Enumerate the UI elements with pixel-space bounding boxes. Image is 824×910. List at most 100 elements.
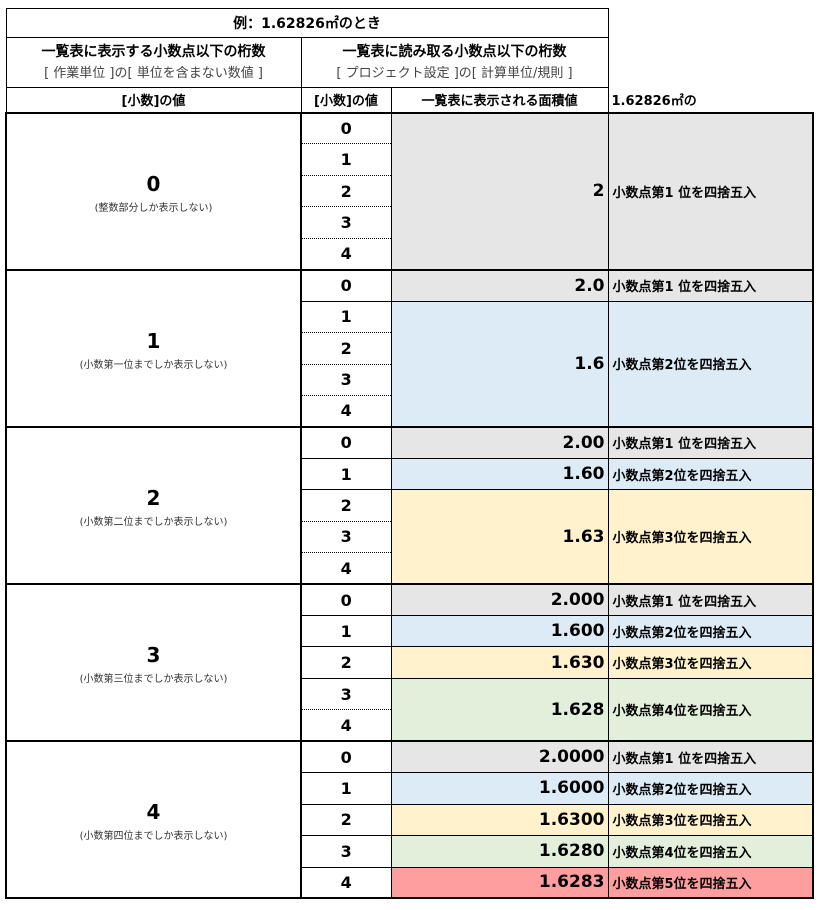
- area-value-cell: 1.628: [390, 677, 609, 742]
- display-digits-label: 一覧表に表示する小数点以下の桁数: [41, 43, 266, 60]
- rounding-table: 例：1.62826㎡のとき 一覧表に表示する小数点以下の桁数 [ 作業単位 ]の…: [5, 8, 814, 900]
- read-digits-value: 0: [300, 583, 392, 617]
- table-row: 1 1.60 小数点第2位を四捨五入: [6, 457, 814, 491]
- decimal-value-mid-header: [小数]の値: [300, 87, 392, 113]
- area-value-cell: 1.6283: [390, 866, 609, 900]
- read-digits-value: 2: [300, 646, 392, 679]
- read-digits-value: 4: [300, 709, 392, 743]
- table-row: 1 1.6 小数点第2位を四捨五入: [6, 300, 814, 428]
- table-row: 2: [6, 175, 813, 208]
- display-digits-header: 一覧表に表示する小数点以下の桁数 [ 作業単位 ]の[ 単位を含まない数値 ]: [5, 37, 302, 88]
- rounding-rule-cell: 小数点第1 位を四捨五入: [607, 268, 814, 302]
- read-digits-value: 3: [300, 835, 392, 868]
- display-digits-desc: (小数第一位までしか表示しない): [79, 359, 228, 371]
- read-digits-value: 1: [300, 458, 392, 491]
- read-digits-value: 2: [300, 175, 392, 208]
- rounding-rule-cell: 小数点第1 位を四捨五入: [607, 740, 814, 774]
- display-digits-cell: 0 (整数部分しか表示しない): [5, 111, 302, 271]
- read-digits-value: 4: [300, 552, 392, 586]
- rounding-rule-cell: 小数点第3位を四捨五入: [607, 646, 814, 679]
- display-digits-value: 4: [146, 800, 161, 825]
- read-digits-value: 1: [300, 772, 392, 805]
- display-digits-cell: 1 (小数第一位までしか表示しない): [5, 268, 302, 428]
- area-value-cell: 1.630: [390, 646, 609, 679]
- table-row: 2 1.630 小数点第3位を四捨五入: [6, 646, 814, 679]
- rounding-rule-cell: 小数点第1 位を四捨五入: [607, 583, 814, 617]
- rounding-rule-cell: 小数点第1 位を四捨五入: [607, 425, 814, 459]
- display-digits-desc: (整数部分しか表示しない): [94, 202, 213, 214]
- note-header: 1.62826㎡の: [611, 94, 697, 109]
- table-row: 4: [6, 709, 813, 743]
- read-digits-value: 4: [300, 238, 392, 271]
- display-digits-value: 0: [146, 171, 161, 196]
- area-value-cell: 1.600: [390, 614, 609, 648]
- table-row: 1: [6, 143, 813, 176]
- table-row: 2: [6, 332, 813, 365]
- area-value-cell: 1.6000: [390, 772, 609, 805]
- read-digits-value: 4: [300, 395, 392, 428]
- display-digits-cell: 4 (小数第四位までしか表示しない): [5, 740, 302, 900]
- display-digits-cell: 3 (小数第三位までしか表示しない): [5, 583, 302, 743]
- display-digits-desc: (小数第三位までしか表示しない): [79, 674, 228, 686]
- table-row: 3: [6, 206, 813, 239]
- area-value-cell: 1.6280: [390, 835, 609, 868]
- read-digits-value: 3: [300, 521, 392, 554]
- table-row: 4: [6, 395, 813, 428]
- area-value-cell: 1.6: [390, 300, 609, 428]
- rounding-rule-cell: 小数点第3位を四捨五入: [607, 803, 814, 837]
- rounding-rule-cell: 小数点第2位を四捨五入: [607, 300, 814, 428]
- display-digits-desc: (小数第二位までしか表示しない): [79, 516, 228, 528]
- read-digits-label: 一覧表に読み取る小数点以下の桁数: [342, 43, 567, 60]
- read-digits-value: 1: [300, 615, 392, 648]
- rounding-rule-cell: 小数点第1 位を四捨五入: [607, 111, 814, 271]
- area-value-cell: 1.6300: [390, 803, 609, 837]
- table-row: 3 1.628 小数点第4位を四捨五入: [6, 677, 814, 742]
- table-row: 4: [6, 552, 813, 586]
- table-row: 2 1.63 小数点第3位を四捨五入: [6, 489, 814, 585]
- area-value-cell: 2.0000: [390, 740, 609, 774]
- display-digits-value: 1: [146, 328, 161, 353]
- table-row: 4: [6, 238, 813, 271]
- read-digits-value: 1: [300, 143, 392, 176]
- table-row: 4 1.6283 小数点第5位を四捨五入: [6, 866, 814, 900]
- display-digits-source: [ 作業単位 ]の[ 単位を含まない数値 ]: [44, 65, 263, 81]
- area-value-header: 一覧表に表示される面積値: [390, 87, 609, 113]
- area-value-cell: 2.00: [390, 425, 609, 459]
- decimal-value-left-header: [小数]の値: [5, 87, 302, 113]
- subheader-row: [小数]の値 [小数]の値 一覧表に表示される面積値 1.62826㎡の: [5, 87, 813, 113]
- table-row: 2 (小数第二位までしか表示しない) 0 2.00 小数点第1 位を四捨五入: [5, 425, 814, 586]
- read-digits-value: 0: [300, 425, 392, 459]
- rounding-rule-cell: 小数点第2位を四捨五入: [607, 772, 814, 805]
- area-value-cell: 2: [390, 111, 609, 271]
- title-row: 例：1.62826㎡のとき: [5, 8, 813, 38]
- read-digits-header: 一覧表に読み取る小数点以下の桁数 [ プロジェクト設定 ]の[ 計算単位/規則 …: [300, 37, 609, 88]
- display-digits-value: 3: [146, 643, 161, 668]
- read-digits-value: 2: [300, 332, 392, 365]
- table-title: 例：1.62826㎡のとき: [5, 8, 609, 38]
- header-row: 一覧表に表示する小数点以下の桁数 [ 作業単位 ]の[ 単位を含まない数値 ] …: [5, 37, 813, 88]
- rounding-rule-cell: 小数点第5位を四捨五入: [607, 866, 814, 900]
- read-digits-value: 0: [300, 268, 392, 302]
- read-digits-value: 3: [300, 364, 392, 396]
- rounding-rule-cell: 小数点第2位を四捨五入: [607, 614, 814, 648]
- table-row: 1 (小数第一位までしか表示しない) 0 2.0 小数点第1 位を四捨五入: [5, 268, 814, 428]
- rounding-rule-cell: 小数点第4位を四捨五入: [607, 835, 814, 868]
- display-digits-cell: 2 (小数第二位までしか表示しない): [5, 425, 302, 586]
- read-digits-value: 3: [300, 206, 392, 239]
- table-row: 3 (小数第三位までしか表示しない) 0 2.000 小数点第1 位を四捨五入: [5, 583, 814, 743]
- area-value-cell: 2.000: [390, 583, 609, 617]
- display-digits-desc: (小数第四位までしか表示しない): [79, 831, 228, 843]
- read-digits-value: 0: [300, 740, 392, 774]
- read-digits-value: 3: [300, 678, 392, 711]
- area-value-cell: 1.63: [390, 489, 609, 585]
- read-digits-value: 4: [300, 867, 392, 900]
- rounding-rule-cell: 小数点第2位を四捨五入: [607, 457, 814, 491]
- area-value-cell: 2.0: [390, 268, 609, 302]
- table-row: 3 1.6280 小数点第4位を四捨五入: [6, 835, 814, 868]
- table-row: 1 1.6000 小数点第2位を四捨五入: [6, 772, 814, 805]
- display-digits-value: 2: [146, 485, 161, 510]
- rounding-rule-cell: 小数点第4位を四捨五入: [607, 677, 814, 742]
- read-digits-value: 0: [300, 111, 392, 145]
- rounding-rule-cell: 小数点第3位を四捨五入: [607, 489, 814, 585]
- table-row: 0 (整数部分しか表示しない) 0 2 小数点第1 位を四捨五入: [5, 111, 814, 271]
